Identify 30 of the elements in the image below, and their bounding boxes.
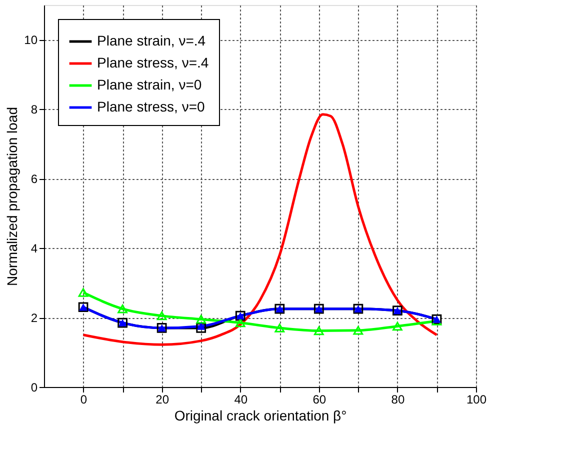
- x-tick-label: 0: [80, 392, 88, 406]
- y-tick-label: 2: [30, 311, 38, 326]
- legend-label: Plane stress, ν=.4: [97, 54, 209, 70]
- x-tick-label: 60: [312, 392, 326, 406]
- y-tick-label: 0: [30, 380, 38, 394]
- legend-label: Plane stress, ν=0: [97, 98, 205, 114]
- y-tick-label: 4: [30, 242, 38, 256]
- x-axis-title: Original crack orientation β°: [174, 408, 347, 424]
- point: [392, 322, 402, 331]
- point: [314, 326, 324, 336]
- y-tick-label: 6: [30, 172, 38, 186]
- point: [156, 311, 167, 320]
- x-tick-label: 40: [234, 392, 248, 406]
- point: [353, 326, 364, 335]
- point: [196, 322, 206, 330]
- point: [196, 314, 206, 324]
- line-series: [82, 113, 438, 346]
- y-axis-title: Normalized propagation load: [4, 107, 20, 286]
- point: [196, 323, 206, 333]
- x-tick-label: 100: [466, 392, 487, 406]
- y-tick-label: 8: [30, 102, 38, 117]
- legend-label: Plane strain, ν=0: [97, 76, 202, 92]
- point: [235, 318, 246, 328]
- legend-label: Plane strain, ν=.4: [97, 32, 206, 48]
- x-tick-label: 20: [156, 392, 170, 406]
- point: [78, 288, 88, 297]
- point: [274, 324, 285, 332]
- point: [118, 304, 128, 314]
- x-tick-label: 80: [391, 392, 405, 406]
- y-tick-label: 10: [24, 33, 38, 48]
